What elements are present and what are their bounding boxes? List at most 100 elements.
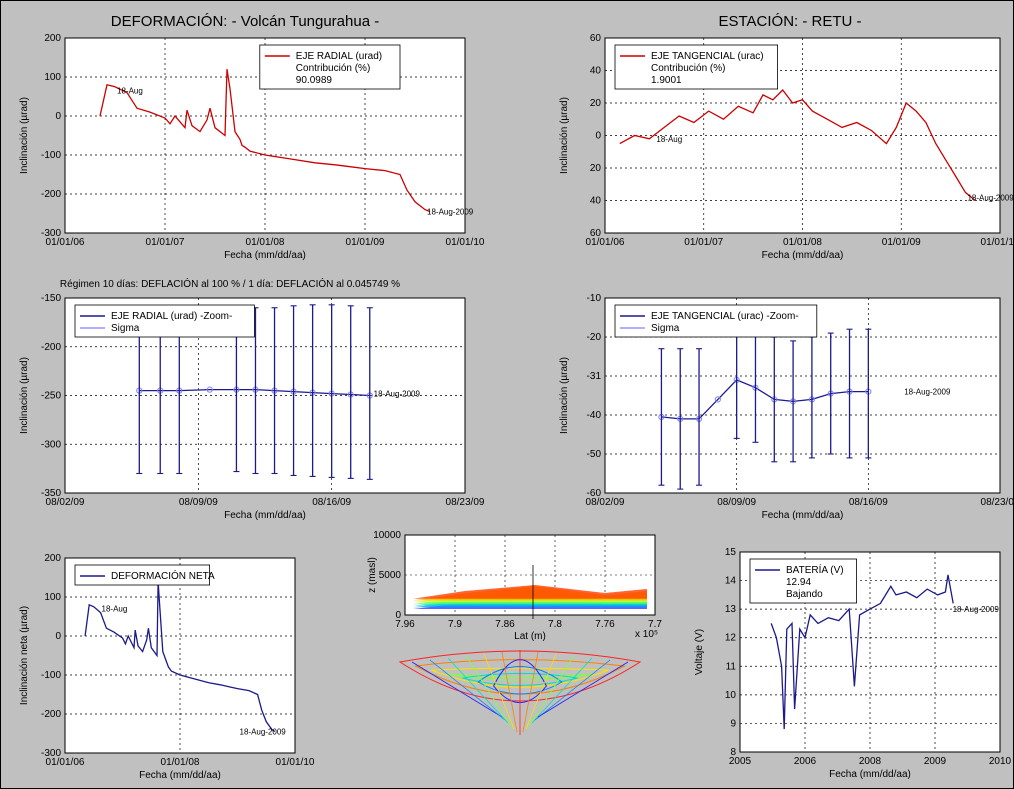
charts-layer: 01/01/06 01/01/07 01/01/08 01/01/09 01/01/10… [19,33,1014,781]
y-tick-label: 40 [590,66,602,77]
y-tick-label: 100 [44,72,61,83]
x-axis-label: Fecha (mm/dd/aa) [762,250,844,261]
regimen-text: Régimen 10 días: DEFLACIÓN al 100 % / 1 … [60,277,400,290]
mesh-line [429,659,506,721]
legend-entry: BATERÍA (V) [786,563,844,576]
mesh-contour [413,659,627,695]
x-tick-label: 7.7 [648,619,662,630]
right-title: ESTACIÓN: - RETU - [718,13,861,30]
y-tick-label: 200 [44,33,61,44]
legend-entry: Contribución (%) [651,63,725,74]
x-tick-label: 2008 [859,756,882,767]
x-tick-label: 01/01/06 [586,237,625,248]
x-tick-label: 08/16/09 [312,497,351,508]
chart-net-deformation: 01/01/06 01/01/08 01/01/10 200 100 0 -100 -200 -… [19,553,315,781]
chart-radial-zoom: 08/02/09 08/09/09 08/16/09 08/23/09 -150 -200… [19,293,485,521]
legend-entry: EJE TANGENCIAL (urac) -Zoom- [651,311,799,322]
annotation-label: 18-Aug [117,87,143,96]
x-axis-label: Fecha (mm/dd/aa) [224,510,306,521]
mesh-contour [398,650,642,702]
y-tick-label: -100 [41,150,61,161]
series-line [99,69,431,213]
y-tick-label: 0 [395,610,401,621]
y-tick-label: 10000 [373,530,401,541]
x-tick-label: 08/23/09 [981,497,1014,508]
legend-entry: 12.94 [786,577,811,588]
y-tick-label: -150 [41,293,61,304]
x-tick-label: 01/01/06 [46,757,85,768]
legend-entry: EJE TANGENCIAL (urac) [651,51,764,62]
y-tick-label: 9 [730,718,736,729]
series-line [661,379,869,420]
x-axis-label: Fecha (mm/dd/aa) [224,250,306,261]
x-tick-label: 08/09/09 [717,497,756,508]
left-title: DEFORMACIÓN: - Volcán Tungurahua - [111,13,379,30]
mesh-line [447,657,509,724]
annotation-label: 18-Aug-2009 [967,193,1014,202]
y-axis-label: Inclinación (µrad) [19,97,30,174]
y-axis-label: Inclinación (µrad) [559,97,570,174]
y-axis-label: Inclinación (µrad) [559,357,570,434]
mesh-line [465,655,512,727]
chart-surface: 7.96 7.9 7.86 7.8 7.76 7.7 0 5000 10000 Lat (m) x … [367,530,662,735]
x-tick-label: 08/09/09 [179,497,218,508]
annotation-label: 18-Aug [656,135,682,144]
y-tick-label: -200 [41,709,61,720]
legend-box [614,44,779,90]
mesh-contour [431,667,609,688]
legend-entry: 90.0989 [296,75,333,86]
legend-entry: Sigma [111,323,140,334]
chart-tangential: 01/01/06 01/01/07 01/01/08 01/01/09 01/01/10… [559,33,1014,261]
legend-entry: Sigma [651,323,680,334]
legend-entry: EJE RADIAL (urad) [296,51,382,62]
x-tick-label: 01/01/10 [276,757,315,768]
legend-entry: DEFORMACIÓN NETA [111,569,215,582]
y-tick-label: 15 [725,547,737,558]
chart-battery: 2005 2006 2008 2009 2010 15 14 13 12 11 10 9 8 Fecha … [694,547,1012,780]
annotation-label: 18-Aug-2009 [953,605,1000,614]
x-tick-label: 7.96 [395,619,415,630]
legend-box [74,304,255,338]
y-tick-label: 100 [44,592,61,603]
x-axis-label: Lat (m) [514,631,546,642]
x-tick-label: 01/01/09 [346,237,385,248]
x-tick-label: 2006 [794,756,817,767]
series-line [770,574,954,730]
annotation-label: 18-Aug [102,605,128,614]
x-tick-label: 7.86 [495,619,515,630]
y-tick-label: 0 [595,131,601,142]
mesh-contour [462,672,578,686]
x-tick-label: 01/01/10 [981,237,1014,248]
legend-box [259,44,401,90]
y-tick-label: -50 [587,449,602,460]
x-multiplier-label: x 10⁵ [635,629,658,640]
y-tick-label: 0 [55,111,61,122]
legend-box [749,558,857,604]
legend-entry: Contribución (%) [296,63,370,74]
legend-box [74,564,211,586]
x-tick-label: 7.8 [548,619,562,630]
y-tick-label: -200 [41,342,61,353]
x-tick-label: 7.9 [448,619,462,630]
y-tick-label: -300 [41,439,61,450]
x-tick-label: 01/01/10 [446,237,485,248]
y-tick-label: -250 [41,391,61,402]
x-axis-label: Fecha (mm/dd/aa) [762,510,844,521]
y-axis-label: Inclinación neta (µrad) [19,606,30,705]
x-tick-label: 08/16/09 [849,497,888,508]
y-tick-label: -60 [587,488,602,499]
y-tick-label: -40 [587,410,602,421]
y-tick-label: -300 [41,748,61,759]
y-tick-label: 0 [55,631,61,642]
annotation-label: 18-Aug-2009 [240,728,287,737]
y-axis-label: Voltaje (V) [694,629,705,675]
mesh-line [483,653,515,730]
mesh-line [525,653,557,730]
y-tick-label: -20 [587,332,602,343]
y-tick-label: -350 [41,488,61,499]
chart-radial: 01/01/06 01/01/07 01/01/08 01/01/09 01/01/10… [19,33,485,261]
y-tick-label: 5000 [379,570,402,581]
y-tick-label: 60 [590,228,602,239]
x-tick-label: 01/01/08 [246,237,285,248]
mesh-line [522,651,539,733]
